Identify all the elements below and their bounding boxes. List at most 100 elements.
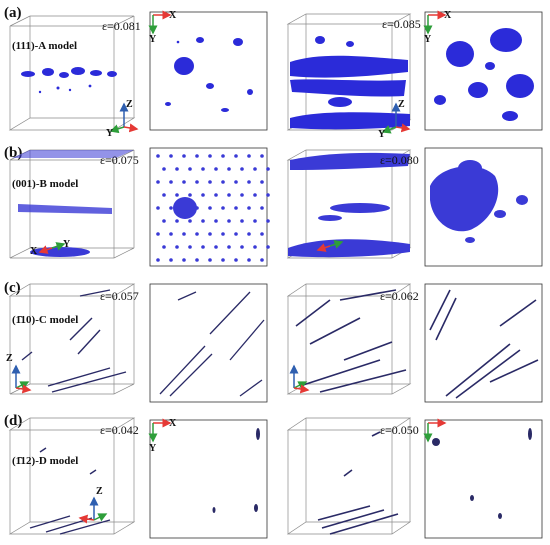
- plan-view-c-left: [149, 283, 268, 403]
- defect-spots-d4: [432, 428, 532, 519]
- lattice-dot: [156, 206, 160, 210]
- lattice-dot: [169, 180, 173, 184]
- strain-c-left: ε=0.057: [100, 289, 139, 303]
- plan-view-d-left: [149, 419, 268, 539]
- axes-triad-c1: Z: [6, 353, 32, 394]
- strain-a-left: ε=0.081: [102, 19, 141, 33]
- lattice-dot: [247, 258, 251, 262]
- cube-d-right: [286, 417, 412, 535]
- plan-view-c-right: [424, 283, 543, 403]
- defect-lines-c4: [429, 289, 539, 399]
- defect-lines-d3: [317, 431, 399, 535]
- row-b: (b) ε=0.075 (001)-B model X Y: [4, 145, 543, 267]
- strain-b-right: ε=0.080: [380, 153, 419, 167]
- lattice-dot: [156, 180, 160, 184]
- lattice-dot: [253, 245, 257, 249]
- lattice-dot: [195, 232, 199, 236]
- axis-label-x-d2: X: [169, 418, 177, 429]
- lattice-dot: [247, 206, 251, 210]
- plan-view-a-right: [424, 11, 543, 131]
- lattice-dot: [266, 193, 270, 197]
- row-a: (a) ε=0.081 (111)-A model Z Y: [4, 5, 543, 140]
- lattice-dot: [182, 232, 186, 236]
- lattice-dot: [214, 193, 218, 197]
- lattice-dot: [201, 167, 205, 171]
- lattice-dot: [260, 206, 264, 210]
- axes-2d-d1: X Y: [148, 418, 177, 454]
- lattice-dot: [227, 193, 231, 197]
- strain-d-right: ε=0.050: [380, 423, 419, 437]
- defect-cluster-a3: [434, 28, 534, 121]
- strain-d-left: ε=0.042: [100, 423, 139, 437]
- lattice-dot: [208, 180, 212, 184]
- defect-band-a: [290, 36, 410, 130]
- lattice-dot: [253, 193, 257, 197]
- plan-view-b-left: [149, 147, 268, 267]
- lattice-dot: [266, 167, 270, 171]
- cube-c-right: [286, 283, 412, 395]
- lattice-dot: [221, 180, 225, 184]
- axis-label-y-a2: Y: [149, 34, 157, 45]
- lattice-dot: [208, 258, 212, 262]
- model-label-b: (001)-B model: [12, 178, 78, 190]
- lattice-dot: [221, 154, 225, 158]
- defect-cluster-b2: [173, 197, 197, 219]
- lattice-dot: [266, 245, 270, 249]
- defect-lattice-b1: [12, 150, 134, 257]
- strain-a-right: ε=0.085: [382, 17, 421, 31]
- lattice-dot: [247, 154, 251, 158]
- lattice-dot: [162, 167, 166, 171]
- defect-spots-d2: [212, 428, 260, 513]
- lattice-dot: [247, 232, 251, 236]
- lattice-dot: [156, 258, 160, 262]
- defect-cluster-b3: [430, 160, 528, 243]
- model-label-a: (111)-A model: [12, 40, 77, 52]
- lattice-dot: [260, 258, 264, 262]
- axis-label-x-a2: X: [169, 10, 177, 21]
- axes-triad-d1: Z: [78, 486, 108, 524]
- lattice-dot: [234, 258, 238, 262]
- cube-a-left: [8, 15, 136, 131]
- panel-label-d: (d): [4, 413, 22, 429]
- axes-triad-b2: [316, 240, 344, 252]
- lattice-dot: [221, 232, 225, 236]
- lattice-dot: [188, 167, 192, 171]
- axes-triad-b1: X Y: [30, 239, 71, 257]
- axis-label-y-d2: Y: [149, 443, 157, 454]
- lattice-dot: [214, 167, 218, 171]
- lattice-dot: [188, 193, 192, 197]
- lattice-dot: [182, 258, 186, 262]
- lattice-dot: [221, 206, 225, 210]
- axis-label-y-a4: Y: [424, 34, 432, 45]
- lattice-dot: [227, 245, 231, 249]
- lattice-dot: [201, 193, 205, 197]
- lattice-dot: [175, 245, 179, 249]
- cube-c-left: [8, 283, 136, 395]
- cube-d-left: [8, 417, 136, 535]
- axes-2d-a1: X Y: [148, 10, 177, 45]
- axes-triad-a2: Z Y: [378, 99, 411, 140]
- lattice-dot: [227, 167, 231, 171]
- lattice-dot: [195, 154, 199, 158]
- lattice-dot: [169, 232, 173, 236]
- strain-b-left: ε=0.075: [100, 153, 139, 167]
- model-label-d: (1̄12)-D model: [12, 455, 78, 467]
- axes-triad-a1: Z Y: [106, 99, 139, 139]
- lattice-dot: [201, 245, 205, 249]
- lattice-dot: [234, 154, 238, 158]
- defect-cluster-a1: [21, 67, 117, 94]
- axes-triad-c2: [289, 364, 310, 394]
- lattice-dot: [162, 245, 166, 249]
- lattice-dot: [221, 258, 225, 262]
- lattice-dot: [208, 154, 212, 158]
- plan-view-a-left: [149, 11, 268, 131]
- lattice-dot: [260, 180, 264, 184]
- lattice-dot: [260, 232, 264, 236]
- axis-label-z-c1: Z: [6, 353, 13, 364]
- axes-2d-a2: X Y: [423, 10, 452, 45]
- row-c: (c) ε=0.057 (1̄10)-C model Z: [4, 280, 543, 403]
- row-d: (d) ε=0.042 (1̄12)-D model Z X: [4, 413, 543, 539]
- lattice-dot: [208, 232, 212, 236]
- lattice-dot: [169, 154, 173, 158]
- lattice-dot: [162, 219, 166, 223]
